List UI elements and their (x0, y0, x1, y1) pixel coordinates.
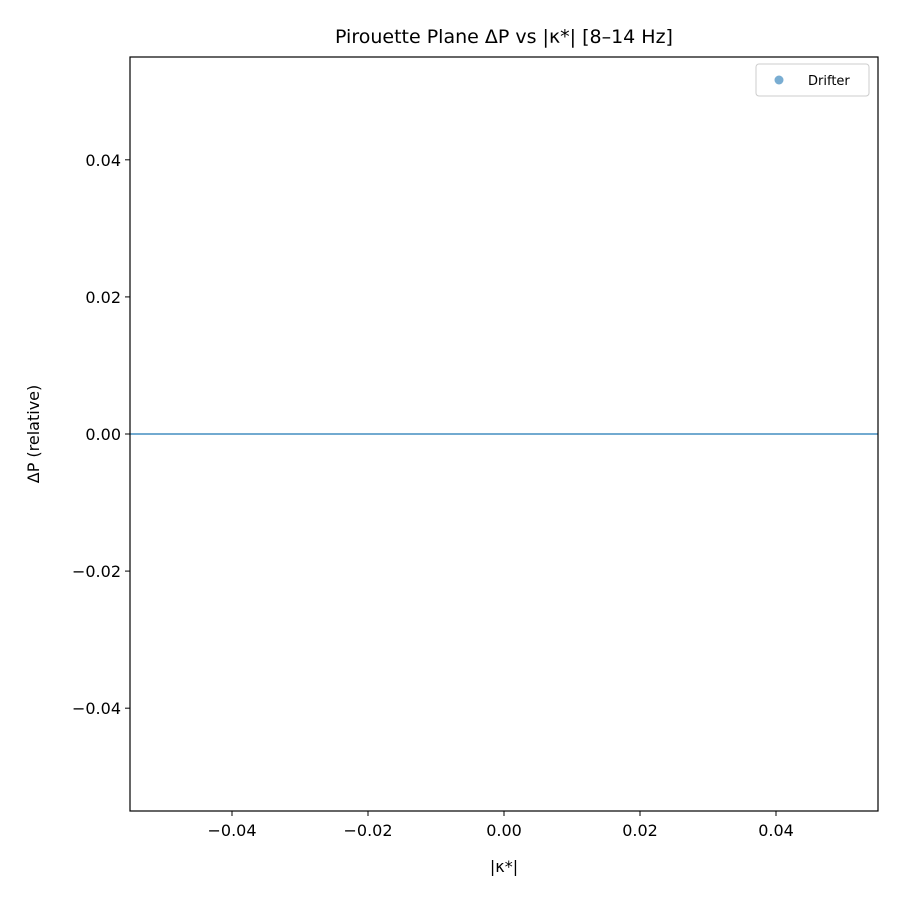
y-tick-label: 0.04 (85, 151, 121, 170)
y-tick-label: 0.00 (85, 425, 121, 444)
x-axis-ticks: −0.04 −0.02 0.00 0.02 0.04 (207, 811, 794, 840)
y-tick-label: 0.02 (85, 288, 121, 307)
legend-marker-drifter (774, 75, 784, 85)
y-axis-label: ΔP (relative) (24, 385, 43, 484)
x-axis-label: |κ*| (490, 857, 518, 876)
legend-label-drifter: Drifter (808, 74, 850, 89)
x-tick-label: 0.00 (486, 821, 522, 840)
chart-title: Pirouette Plane ΔP vs |κ*| [8–14 Hz] (335, 26, 673, 48)
x-tick-label: 0.04 (758, 821, 794, 840)
x-tick-label: −0.04 (207, 821, 256, 840)
x-tick-label: 0.02 (622, 821, 658, 840)
y-axis-ticks: −0.04 −0.02 0.00 0.02 0.04 (72, 151, 130, 718)
legend: Drifter (755, 63, 870, 97)
y-tick-label: −0.04 (72, 699, 121, 718)
legend-frame (755, 63, 870, 97)
y-tick-label: −0.02 (72, 562, 121, 581)
x-tick-label: −0.02 (343, 821, 392, 840)
